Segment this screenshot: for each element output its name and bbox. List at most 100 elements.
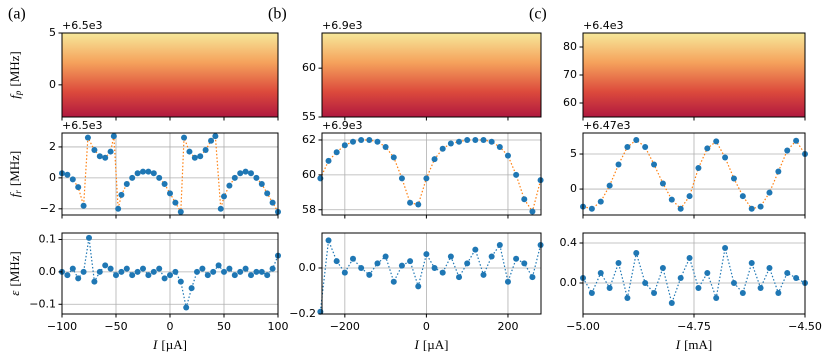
x-tick-label: 100 xyxy=(268,320,289,333)
data-point xyxy=(129,272,136,279)
x-axis-label: I [µA] xyxy=(152,337,187,352)
data-point xyxy=(431,156,438,163)
data-point xyxy=(333,258,340,265)
data-point xyxy=(496,143,503,150)
axes-frame xyxy=(321,232,542,315)
data-point xyxy=(757,285,764,291)
data-point xyxy=(480,136,487,143)
y-tick-label: 0 xyxy=(570,182,577,195)
axis-subscript: r xyxy=(13,190,23,194)
y-tick-label: 60 xyxy=(563,96,577,109)
data-point xyxy=(659,180,666,187)
data-point xyxy=(374,138,381,145)
data-point xyxy=(96,153,103,160)
data-point xyxy=(668,196,675,203)
data-point xyxy=(140,265,146,272)
data-point xyxy=(431,264,438,271)
axis-unit: [MHz] xyxy=(7,151,22,186)
axes-frame xyxy=(321,132,542,216)
data-point xyxy=(766,189,773,196)
y-tick-label: 2 xyxy=(49,140,56,153)
x-tick-label: −200 xyxy=(330,320,360,333)
data-point xyxy=(325,157,332,164)
data-point xyxy=(704,270,711,276)
data-point xyxy=(269,199,276,206)
data-point xyxy=(96,268,103,275)
y-tick-label: −2 xyxy=(40,202,56,215)
data-point xyxy=(341,142,348,149)
data-point xyxy=(374,260,381,267)
data-point xyxy=(91,278,98,285)
data-point xyxy=(398,175,405,182)
data-point xyxy=(181,134,188,141)
data-point xyxy=(472,246,479,253)
data-point xyxy=(217,205,224,212)
data-point xyxy=(730,175,737,182)
data-point xyxy=(784,270,791,276)
data-point xyxy=(102,262,109,269)
data-point xyxy=(86,234,92,241)
data-point xyxy=(231,174,238,181)
data-point xyxy=(677,205,684,212)
data-point xyxy=(167,190,173,197)
data-point xyxy=(513,171,520,178)
axis-unit: [µA] xyxy=(161,337,187,352)
data-point xyxy=(633,137,640,144)
data-point xyxy=(447,253,454,260)
data-point xyxy=(199,265,206,272)
offset-text: +6.9e3 xyxy=(322,119,362,132)
y-tick-label: 60 xyxy=(302,61,316,74)
data-point xyxy=(686,255,693,261)
panel-label: (b) xyxy=(268,6,287,23)
data-point xyxy=(775,290,782,296)
data-point xyxy=(134,170,141,177)
data-point xyxy=(748,205,755,212)
data-point xyxy=(472,136,479,143)
x-tick-label: −50 xyxy=(104,320,127,333)
data-point xyxy=(521,196,528,203)
y-tick-label: −0.2 xyxy=(289,307,316,320)
data-point xyxy=(704,145,711,152)
axis-unit: [MHz] xyxy=(7,251,22,286)
heatmap-image xyxy=(322,33,541,117)
panel-label: (c) xyxy=(529,6,547,23)
axis-symbol: I xyxy=(152,337,158,352)
axis-unit: [MHz] xyxy=(7,51,22,86)
data-point xyxy=(118,268,125,275)
y-tick-label: 80 xyxy=(563,40,577,53)
data-point xyxy=(606,182,613,189)
y-tick-label: 0.0 xyxy=(39,265,57,278)
data-point xyxy=(202,147,209,154)
data-point xyxy=(115,205,122,212)
data-point xyxy=(722,154,729,161)
data-point xyxy=(325,237,332,244)
data-point xyxy=(793,275,800,281)
data-point xyxy=(80,202,87,209)
data-point xyxy=(253,268,260,275)
data-point xyxy=(172,199,179,206)
data-point xyxy=(221,268,227,275)
data-point xyxy=(123,265,130,272)
x-tick-label: −4.50 xyxy=(788,320,822,333)
data-point xyxy=(407,199,414,206)
data-point xyxy=(606,285,613,291)
data-point xyxy=(349,138,356,145)
data-point xyxy=(242,265,249,272)
data-point xyxy=(237,170,244,177)
data-point xyxy=(529,208,536,215)
data-point xyxy=(269,265,276,272)
data-point xyxy=(204,272,211,279)
heatmap-image xyxy=(583,33,805,117)
data-point xyxy=(766,265,773,271)
data-point xyxy=(739,290,746,296)
y-tick-label: 0.0 xyxy=(299,261,317,274)
data-point xyxy=(464,260,471,267)
data-point xyxy=(150,170,157,177)
data-point xyxy=(258,181,265,188)
data-point xyxy=(793,137,800,144)
data-point xyxy=(264,272,271,279)
axis-symbol: ε xyxy=(7,290,22,296)
data-point xyxy=(210,268,217,275)
data-point xyxy=(390,278,397,285)
